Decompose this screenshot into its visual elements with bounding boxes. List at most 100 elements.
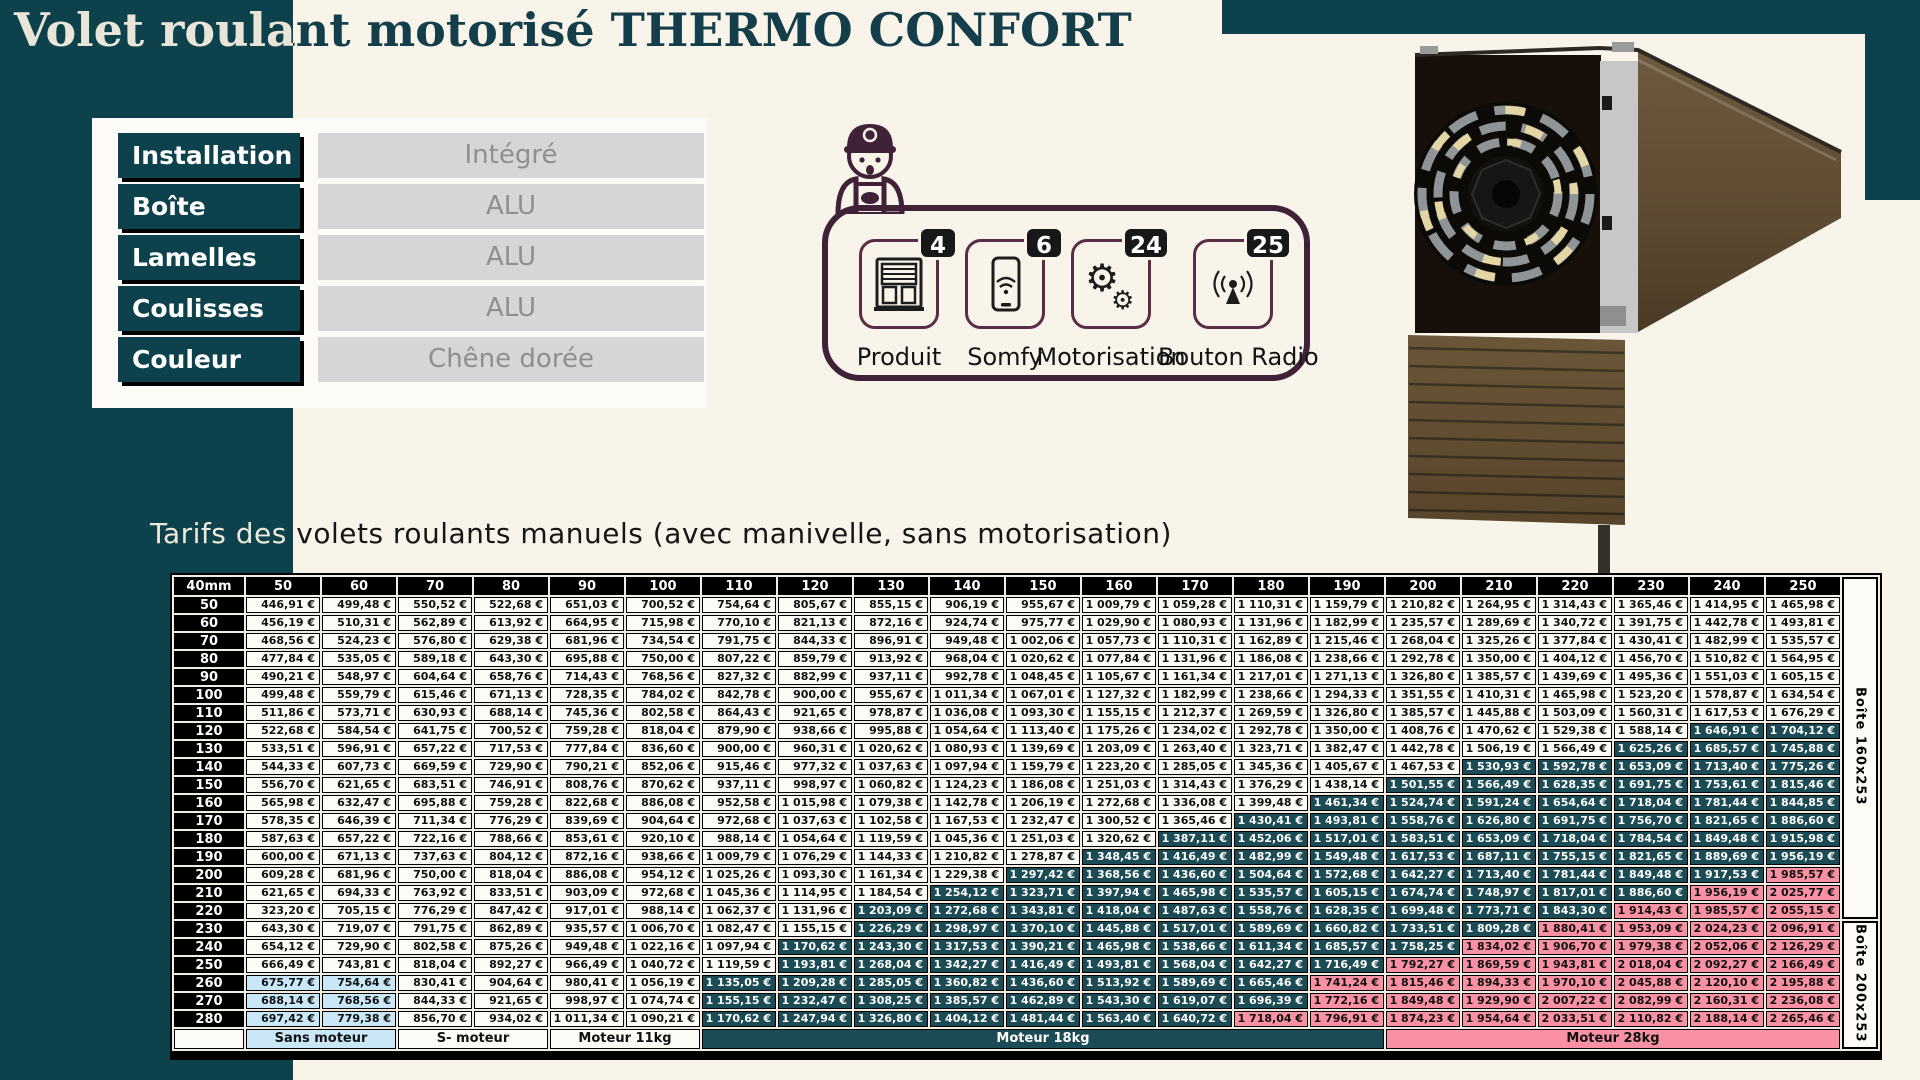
price-cell: 1 385,57 € <box>1462 669 1536 685</box>
price-cell: 1 308,25 € <box>854 993 928 1009</box>
price-cell: 1 894,33 € <box>1462 975 1536 991</box>
price-cell: 1 080,93 € <box>1158 615 1232 631</box>
feature-badge: 24 <box>1121 226 1170 260</box>
price-cell: 666,49 € <box>246 957 320 973</box>
price-cell: 1 869,59 € <box>1462 957 1536 973</box>
price-cell: 1 773,71 € <box>1462 903 1536 919</box>
price-cell: 446,91 € <box>246 597 320 613</box>
price-cell: 2 055,15 € <box>1766 903 1840 919</box>
price-cell: 900,00 € <box>702 741 776 757</box>
footer-empty-cell <box>174 1029 244 1049</box>
price-cell: 1 815,46 € <box>1766 777 1840 793</box>
price-cell: 1 660,82 € <box>1310 921 1384 937</box>
price-cell: 728,35 € <box>550 687 624 703</box>
price-cell: 1 215,46 € <box>1310 633 1384 649</box>
spec-value: ALU <box>318 286 704 331</box>
price-cell: 683,51 € <box>398 777 472 793</box>
price-cell: 1 456,70 € <box>1614 651 1688 667</box>
row-label: 260 <box>174 975 244 991</box>
price-cell: 1 131,96 € <box>1158 651 1232 667</box>
price-cell: 1 226,29 € <box>854 921 928 937</box>
price-cell: 1 054,64 € <box>930 723 1004 739</box>
price-cell: 1 391,75 € <box>1614 615 1688 631</box>
price-cell: 477,84 € <box>246 651 320 667</box>
price-cell: 924,74 € <box>930 615 1004 631</box>
price-cell: 1 124,23 € <box>930 777 1004 793</box>
price-cell: 1 745,88 € <box>1766 741 1840 757</box>
price-cell: 2 024,23 € <box>1690 921 1764 937</box>
table-header-row: 40mm 50 60 70 80 90 100 110 120 130 140 150 160 170 18… <box>174 577 1878 919</box>
price-cell: 573,71 € <box>322 705 396 721</box>
price-cell: 975,77 € <box>1006 615 1080 631</box>
price-cell: 1 382,47 € <box>1310 741 1384 757</box>
row-label: 230 <box>174 921 244 937</box>
right-teal-block <box>1865 0 1920 200</box>
price-cell: 681,96 € <box>322 867 396 883</box>
price-cell: 1 365,46 € <box>1614 597 1688 613</box>
price-cell: 1 619,07 € <box>1158 993 1232 1009</box>
price-cell: 1 345,36 € <box>1234 759 1308 775</box>
price-cell: 1 067,01 € <box>1006 687 1080 703</box>
price-cell: 1 954,64 € <box>1462 1011 1536 1027</box>
price-cell: 917,01 € <box>550 903 624 919</box>
price-cell: 1 755,15 € <box>1538 849 1612 865</box>
price-cell: 805,67 € <box>778 597 852 613</box>
price-cell: 1 278,87 € <box>1006 849 1080 865</box>
table-row: 180 587,63 €657,22 €722,16 €788,66 €853,6… <box>174 831 1878 847</box>
price-cell: 1 385,57 € <box>1386 705 1460 721</box>
price-cell: 763,92 € <box>398 885 472 901</box>
price-cell: 714,43 € <box>550 669 624 685</box>
price-cell: 1 142,78 € <box>930 795 1004 811</box>
price-cell: 750,00 € <box>626 651 700 667</box>
price-cell: 1 625,26 € <box>1614 741 1688 757</box>
price-cell: 1 564,95 € <box>1766 651 1840 667</box>
price-cell: 1 914,43 € <box>1614 903 1688 919</box>
price-cell: 980,41 € <box>550 975 624 991</box>
price-cell: 584,54 € <box>322 723 396 739</box>
price-cell: 1 465,98 € <box>1082 939 1156 955</box>
radio-antenna-icon: 25 <box>1193 226 1292 329</box>
row-label: 180 <box>174 831 244 847</box>
row-label: 190 <box>174 849 244 865</box>
price-cell: 1 093,30 € <box>778 867 852 883</box>
column-header: 150 <box>1006 577 1080 595</box>
price-cell: 1 264,95 € <box>1462 597 1536 613</box>
price-cell: 1 917,53 € <box>1690 867 1764 883</box>
table-row: 70 468,56 €524,23 €576,80 €629,38 €681,96… <box>174 633 1878 649</box>
price-cell: 870,62 € <box>626 777 700 793</box>
price-cell: 1 350,00 € <box>1310 723 1384 739</box>
row-label: 240 <box>174 939 244 955</box>
row-label: 210 <box>174 885 244 901</box>
column-header: 50 <box>246 577 320 595</box>
price-cell: 855,15 € <box>854 597 928 613</box>
price-cell: 657,22 € <box>398 741 472 757</box>
price-cell: 1 292,78 € <box>1386 651 1460 667</box>
price-cell: 499,48 € <box>322 597 396 613</box>
price-cell: 754,64 € <box>322 975 396 991</box>
price-cell: 1 906,70 € <box>1538 939 1612 955</box>
price-cell: 522,68 € <box>246 723 320 739</box>
price-cell: 920,10 € <box>626 831 700 847</box>
column-header: 80 <box>474 577 548 595</box>
price-cell: 1 784,54 € <box>1614 831 1688 847</box>
price-cell: 1 203,09 € <box>854 903 928 919</box>
price-cell: 1 045,36 € <box>702 885 776 901</box>
price-cell: 1 326,80 € <box>1386 669 1460 685</box>
price-cell: 802,58 € <box>398 939 472 955</box>
price-cell: 1 175,26 € <box>1082 723 1156 739</box>
price-cell: 992,78 € <box>930 669 1004 685</box>
price-cell: 1 074,74 € <box>626 993 700 1009</box>
price-cell: 1 691,75 € <box>1538 813 1612 829</box>
price-cell: 737,63 € <box>398 849 472 865</box>
price-cell: 2 082,99 € <box>1614 993 1688 1009</box>
price-cell: 1 254,12 € <box>930 885 1004 901</box>
column-header: 140 <box>930 577 1004 595</box>
price-cell: 1 628,35 € <box>1310 903 1384 919</box>
column-header: 90 <box>550 577 624 595</box>
price-cell: 1 020,62 € <box>1006 651 1080 667</box>
price-cell: 1 390,21 € <box>1006 939 1080 955</box>
price-cell: 697,42 € <box>246 1011 320 1027</box>
price-cell: 1 232,47 € <box>778 993 852 1009</box>
price-cell: 1 438,14 € <box>1310 777 1384 793</box>
price-cell: 1 817,01 € <box>1538 885 1612 901</box>
